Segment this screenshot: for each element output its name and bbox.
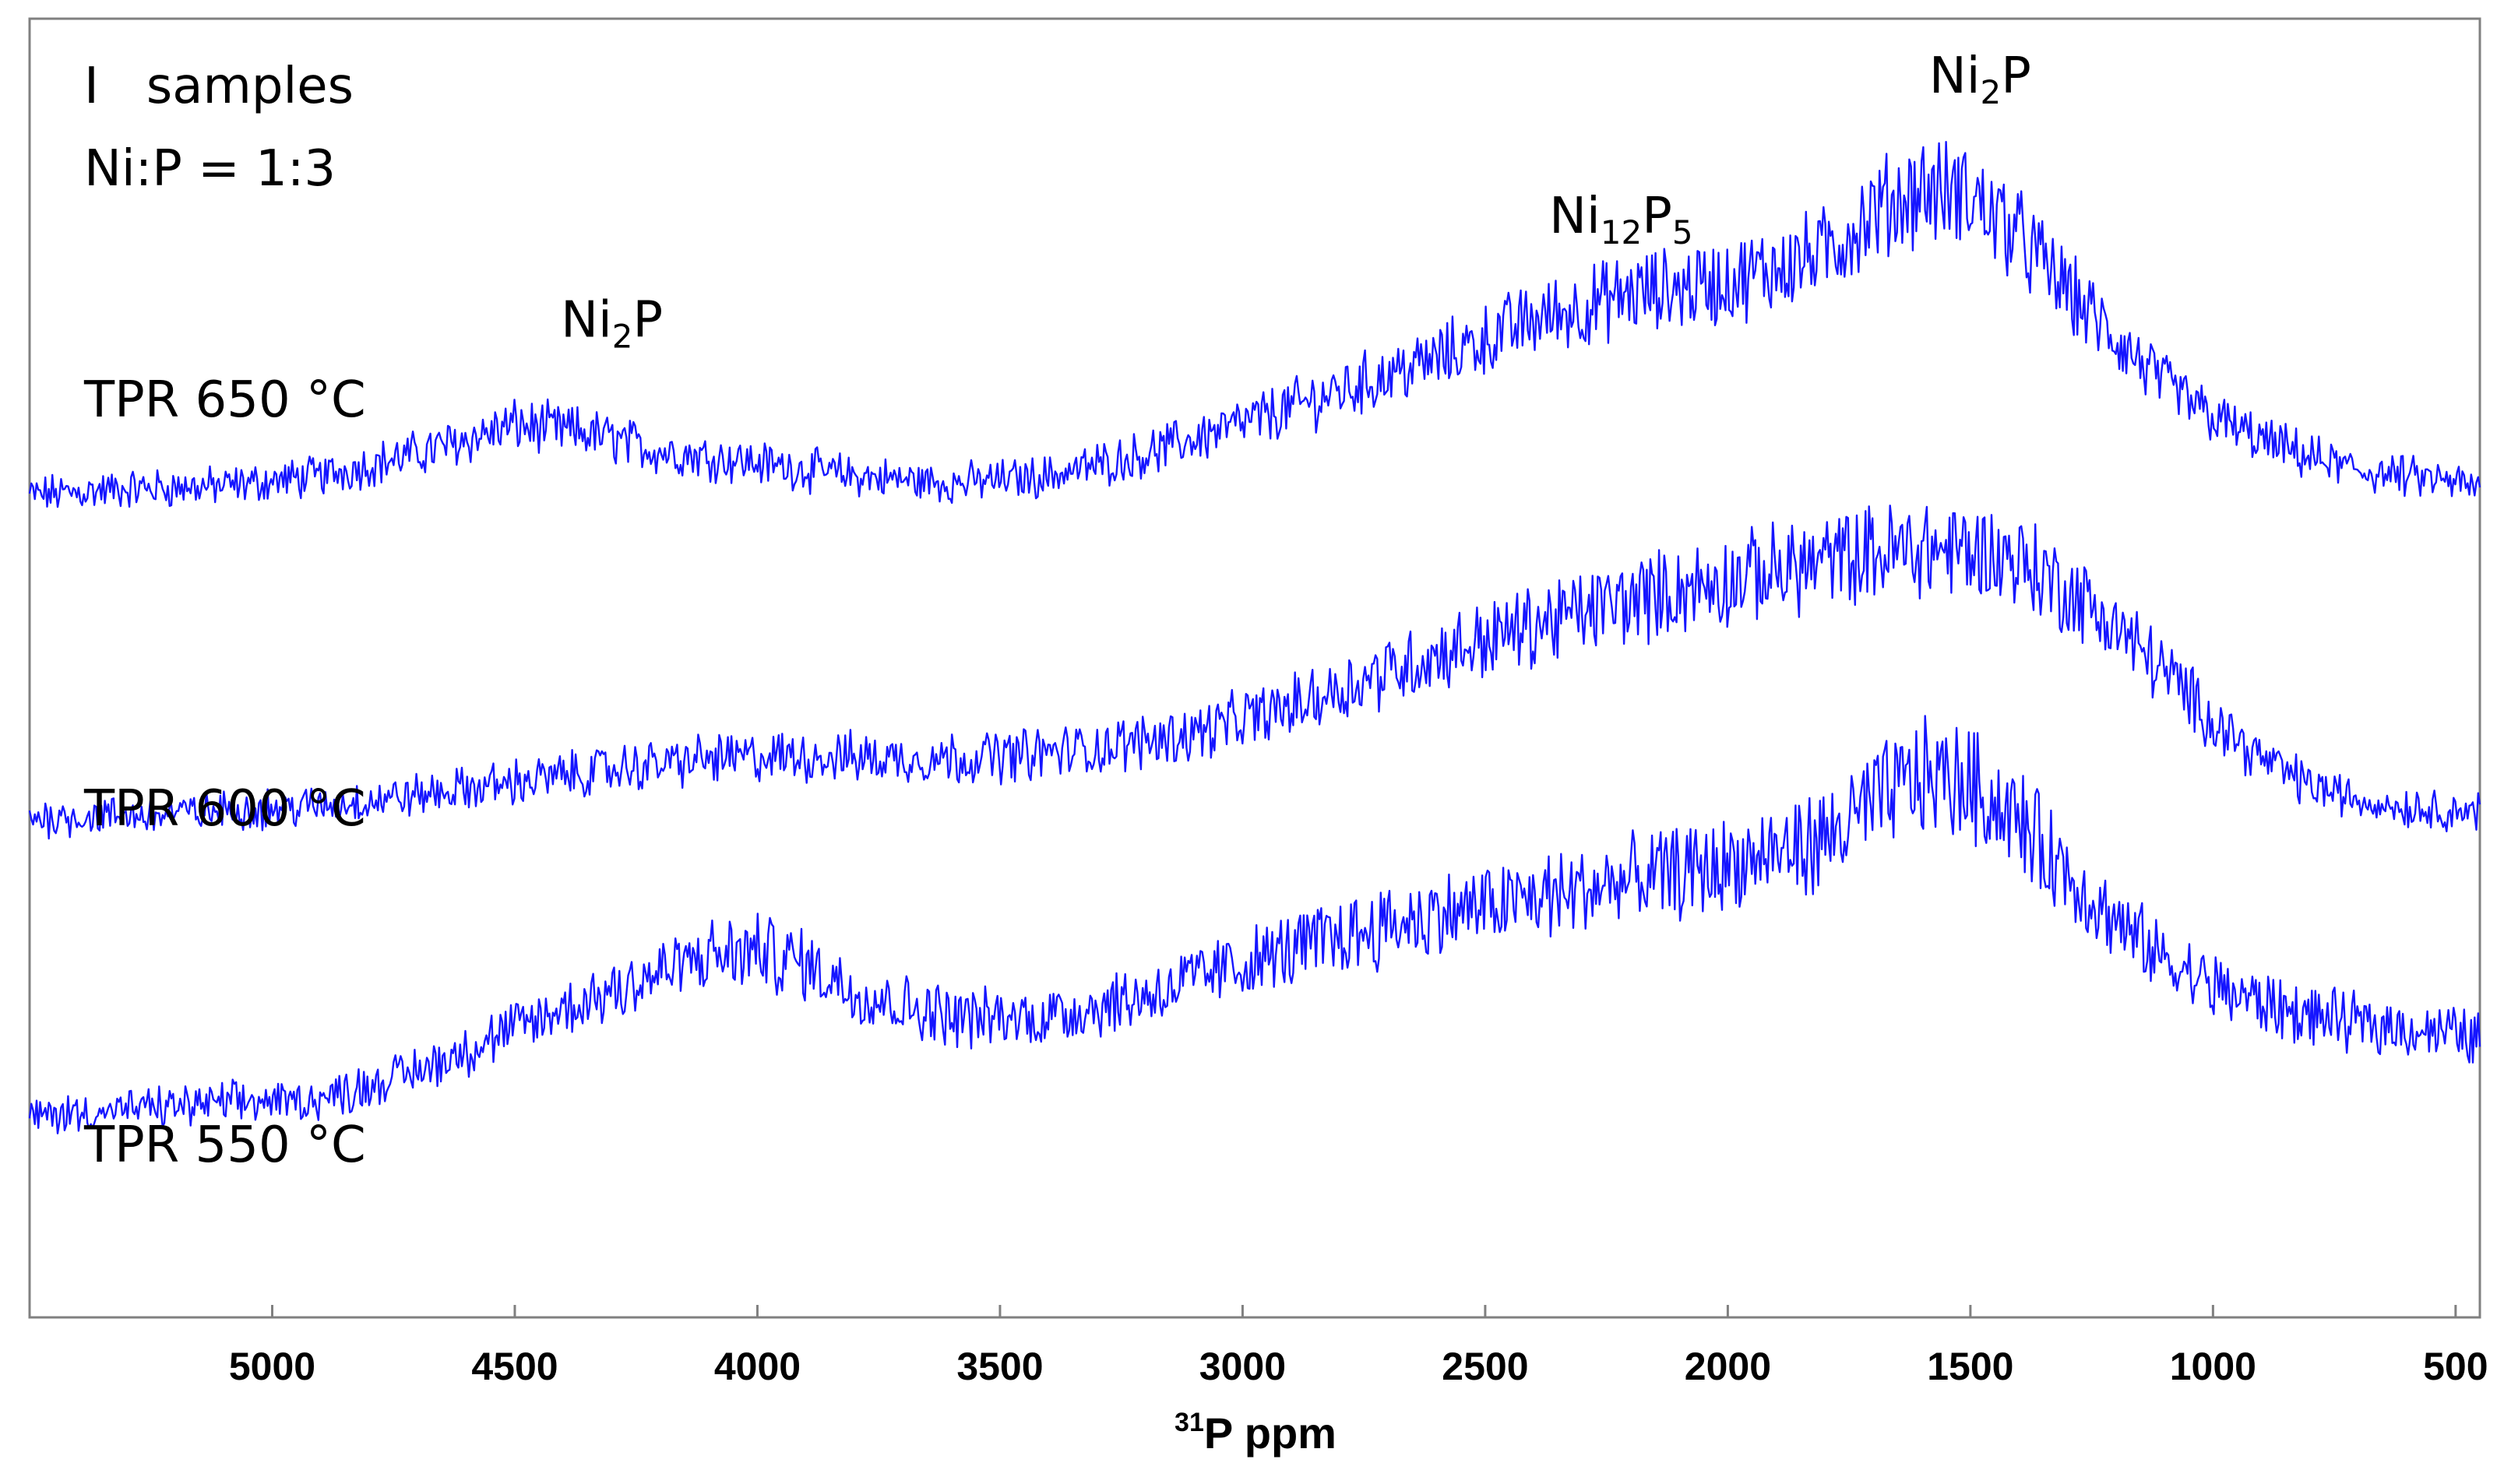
x-tick-label-9: 500 xyxy=(2423,1345,2488,1388)
peak-label-1: Ni12P5 xyxy=(1549,188,1692,251)
plot-frame xyxy=(28,17,2481,1319)
series-line-0 xyxy=(28,141,2481,508)
x-tick-label-0: 5000 xyxy=(229,1345,315,1388)
x-tick-label-7: 1500 xyxy=(1927,1345,2013,1388)
series-label-1: TPR 600 °C xyxy=(83,780,366,838)
series-line-2 xyxy=(28,715,2481,1134)
x-axis-title: 31P ppm xyxy=(1175,1408,1337,1458)
series-label-2: TPR 550 °C xyxy=(83,1117,366,1174)
x-tick-label-2: 4000 xyxy=(714,1345,801,1388)
x-tick-label-8: 1000 xyxy=(2170,1345,2256,1388)
x-tick-label-6: 2000 xyxy=(1685,1345,1771,1388)
x-tick-label-5: 2500 xyxy=(1442,1345,1528,1388)
x-tick-label-1: 4500 xyxy=(471,1345,558,1388)
series-label-0: TPR 650 °C xyxy=(83,371,366,429)
spectrum-traces xyxy=(28,141,2481,1134)
series-labels: TPR 650 °C TPR 600 °C TPR 550 °C xyxy=(83,371,366,1174)
series-line-1 xyxy=(28,505,2481,840)
peak-label-0: Ni2P xyxy=(561,292,663,356)
peak-label-2: Ni2P xyxy=(1929,47,2031,111)
x-tick-label-3: 3500 xyxy=(956,1345,1043,1388)
header-line-2: Ni:P = 1:3 xyxy=(84,140,336,198)
x-axis-ticks: 5000 4500 4000 3500 3000 2500 2000 1500 1000 500 xyxy=(229,1305,2488,1388)
x-tick-label-4: 3000 xyxy=(1199,1345,1286,1388)
peak-annotations: Ni2P Ni12P5 Ni2P xyxy=(561,47,2031,356)
header-line-1: I samples xyxy=(84,58,354,115)
x-axis-title-superscript: 31 xyxy=(1175,1408,1204,1437)
x-axis-title-main: P ppm xyxy=(1204,1408,1337,1458)
